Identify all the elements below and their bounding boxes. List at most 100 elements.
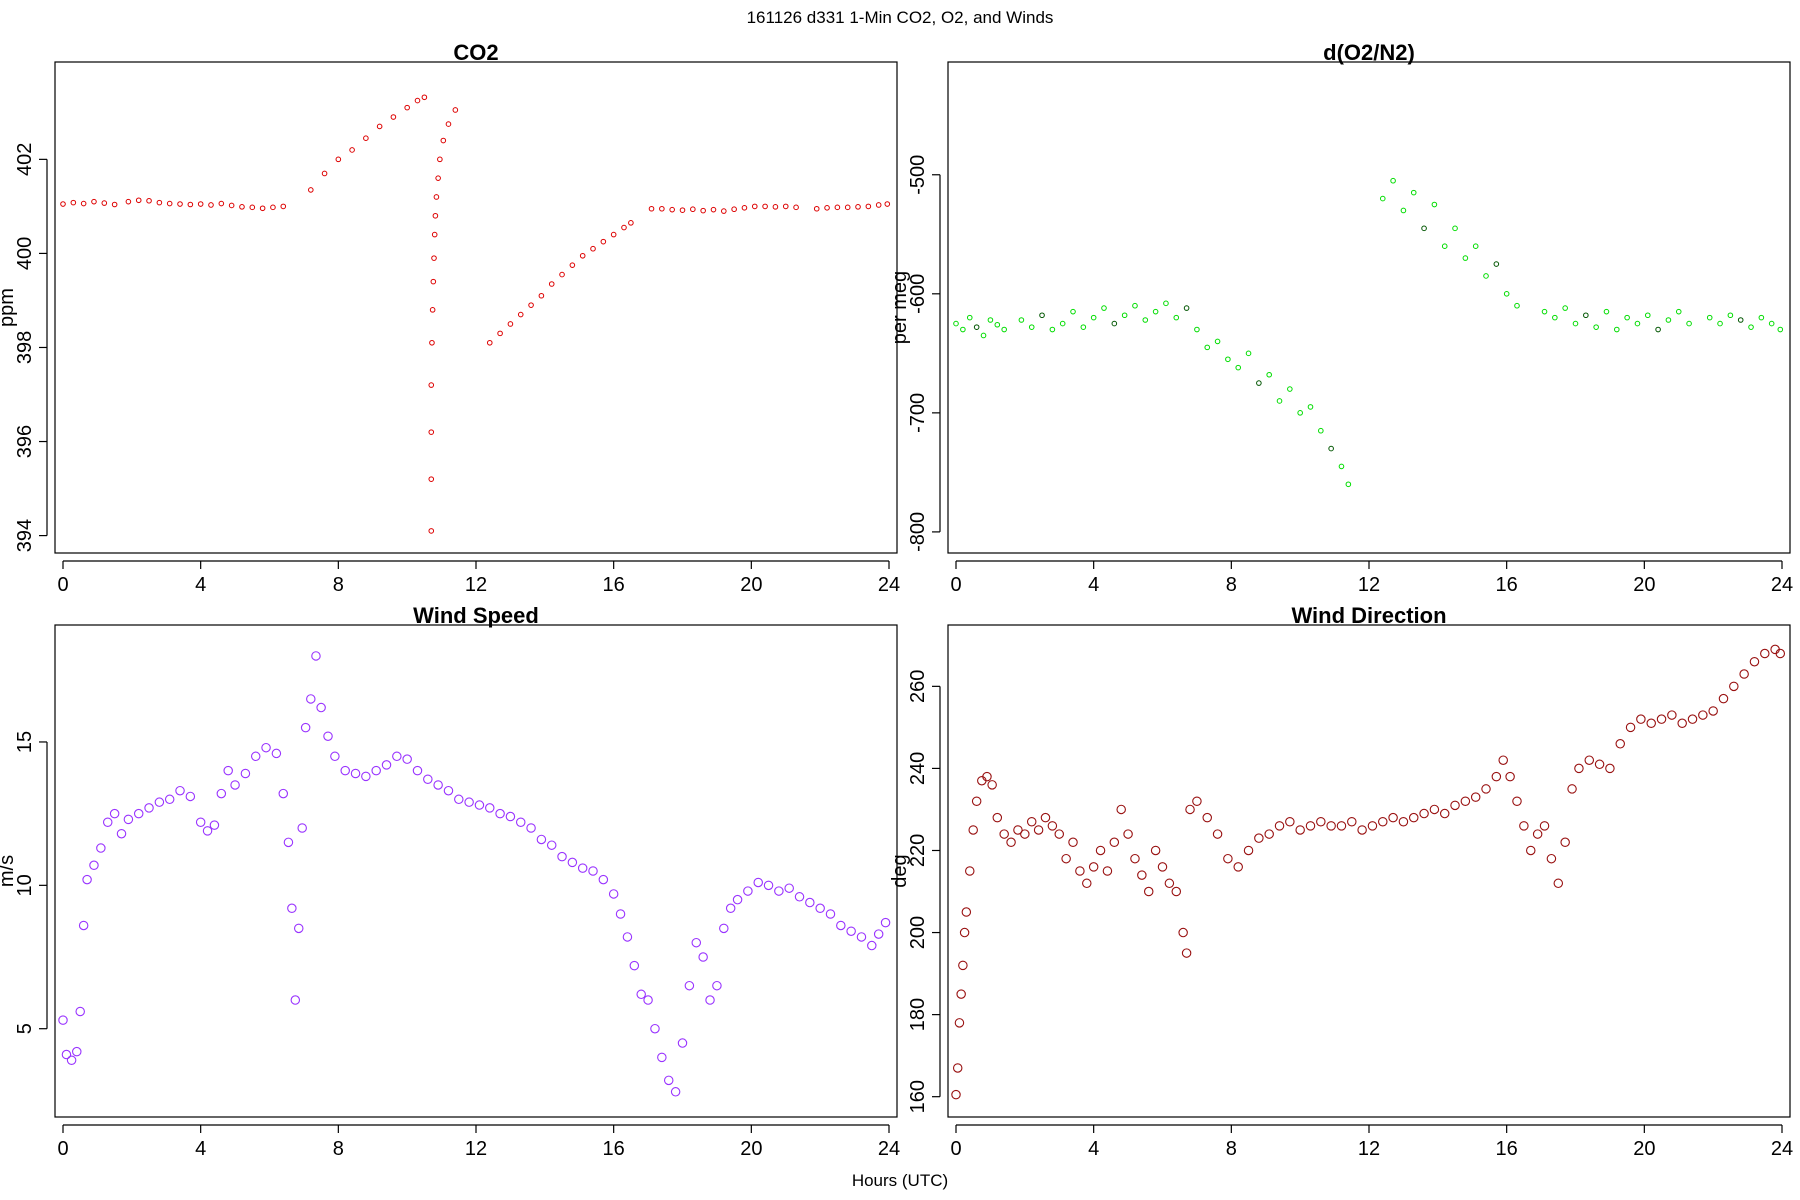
data-point <box>515 817 526 827</box>
y-tick-label: 220 <box>907 834 929 867</box>
data-point <box>316 702 326 713</box>
data-point <box>684 980 695 991</box>
data-point <box>330 751 340 762</box>
data-point <box>1328 445 1334 452</box>
data-point <box>239 204 245 210</box>
data-point <box>536 834 547 845</box>
x-tick-label: 8 <box>1226 574 1237 596</box>
data-point <box>437 156 443 163</box>
data-point <box>567 857 578 868</box>
data-point <box>287 903 297 914</box>
x-tick-label: 0 <box>950 574 961 596</box>
data-point <box>1539 821 1550 831</box>
data-point <box>600 238 607 245</box>
data-point <box>390 114 397 120</box>
data-point <box>146 197 152 204</box>
y-tick-label: -500 <box>907 155 929 195</box>
data-point <box>283 837 294 848</box>
data-point <box>381 760 392 770</box>
y-axis: 5 10 15 <box>14 731 48 1034</box>
panel-o2n2: d(O2/N2) 0 4 8 12 16 20 24 -500 -600 -700 -800 per m… <box>889 40 1793 596</box>
data-point <box>433 194 440 200</box>
y-tick-label: 400 <box>14 237 36 270</box>
data-point <box>1305 821 1316 831</box>
data-point <box>1326 821 1336 831</box>
data-point <box>507 321 514 327</box>
data-point <box>700 207 706 214</box>
y-tick-label: 10 <box>14 874 36 896</box>
data-point <box>228 202 235 209</box>
data-point <box>725 903 736 914</box>
x-tick-label: 4 <box>195 1138 206 1160</box>
data-point <box>958 960 968 971</box>
x-tick-label: 16 <box>1496 1138 1518 1160</box>
data-point <box>423 774 433 784</box>
data-point <box>133 808 144 819</box>
figure-suptitle: 161126 d331 1-Min CO2, O2, and Winds <box>747 8 1054 27</box>
data-point <box>1164 878 1175 889</box>
data-point <box>1603 308 1610 315</box>
data-point <box>123 814 134 825</box>
data-point <box>1541 308 1548 315</box>
data-point <box>650 1023 660 1034</box>
data-point <box>960 326 966 333</box>
data-point <box>1560 837 1570 848</box>
data-point <box>1739 669 1749 679</box>
data-point <box>805 897 815 908</box>
data-point <box>1472 243 1479 249</box>
data-point <box>428 476 435 482</box>
data-point <box>621 224 627 231</box>
data-point <box>1338 463 1345 470</box>
data-point <box>1132 302 1138 309</box>
data-point <box>1061 853 1071 864</box>
data-point <box>987 780 997 790</box>
data-point <box>1068 837 1078 848</box>
x-tick-label: 20 <box>1633 1138 1655 1160</box>
data-point <box>1760 648 1770 659</box>
data-point <box>428 528 435 534</box>
data-point <box>306 694 316 704</box>
data-point <box>1054 829 1065 839</box>
data-point <box>1345 481 1352 488</box>
data-point <box>1514 302 1520 309</box>
data-point <box>89 860 99 871</box>
data-point <box>1431 201 1438 208</box>
data-point <box>1243 845 1254 856</box>
data-point <box>1318 427 1324 434</box>
data-point <box>1768 320 1775 327</box>
data-point <box>999 829 1009 839</box>
data-point <box>278 788 289 799</box>
data-point <box>1777 326 1784 333</box>
data-point <box>1040 812 1051 823</box>
x-tick-label: 0 <box>950 1138 961 1160</box>
data-point <box>1553 878 1564 889</box>
data-point <box>1049 326 1056 333</box>
data-point <box>610 231 617 238</box>
data-point <box>111 201 118 208</box>
data-points <box>58 651 891 1097</box>
data-point <box>202 826 213 836</box>
data-point <box>1532 829 1543 839</box>
data-point <box>677 1038 688 1048</box>
data-point <box>311 651 321 661</box>
data-point <box>873 929 884 939</box>
data-point <box>404 104 410 111</box>
data-point <box>973 324 980 330</box>
y-tick-label: -700 <box>907 393 929 433</box>
data-point <box>230 780 240 790</box>
data-point <box>1137 870 1147 880</box>
data-point <box>1624 314 1630 321</box>
data-point <box>474 800 485 810</box>
data-point <box>731 206 737 213</box>
data-point <box>628 220 634 226</box>
data-point <box>187 201 194 208</box>
data-point <box>1256 380 1262 386</box>
data-point <box>1152 308 1159 315</box>
data-point <box>240 768 251 779</box>
data-point <box>144 803 154 813</box>
y-axis-label: ppm <box>0 288 18 327</box>
data-point <box>1450 800 1460 811</box>
data-point <box>952 1063 963 1073</box>
x-tick-label: 20 <box>1633 574 1655 596</box>
data-point <box>1460 796 1471 806</box>
